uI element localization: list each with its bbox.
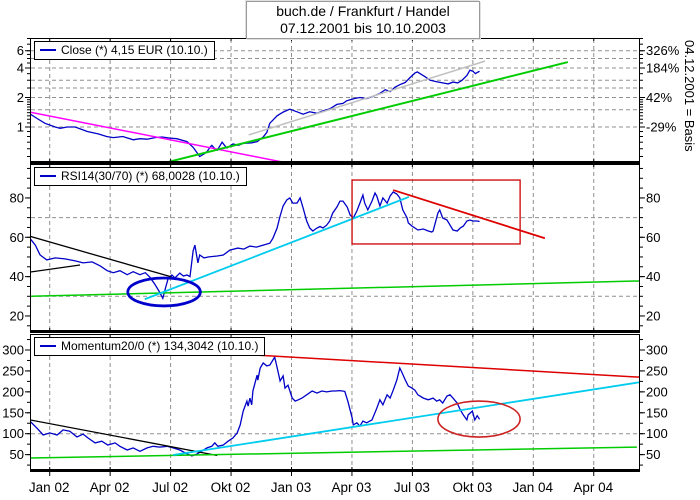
trendline	[172, 381, 640, 456]
legend-momentum-label: Momentum20/0 (*) 134,3042 (10.10.)	[61, 339, 259, 353]
y-axis-label: 300	[646, 343, 668, 358]
annotation-ellipse	[437, 400, 521, 438]
y-axis-label: 40	[10, 269, 24, 284]
chart-title-box: buch.de / Frankfurt / Handel 07.12.2001 …	[246, 1, 480, 39]
y-axis-label: 60	[10, 230, 24, 245]
y-axis-label: 100	[2, 426, 24, 441]
trendline	[254, 354, 640, 378]
x-axis-label: Apr 02	[90, 480, 130, 495]
panel-border	[30, 334, 640, 470]
trendline	[144, 196, 410, 301]
y-axis-label: 300	[2, 343, 24, 358]
x-axis-label: Apr 04	[573, 480, 613, 495]
trendline	[168, 61, 569, 161]
trendline	[30, 280, 640, 298]
panel-border	[30, 164, 640, 331]
y-axis-label: 40	[646, 269, 660, 284]
x-axis-label: Jul 02	[152, 480, 188, 495]
y-axis-label: 80	[10, 190, 24, 205]
y-axis-label: 100	[646, 426, 668, 441]
y-axis-label: -29%	[646, 120, 677, 135]
legend-line-sample-icon	[40, 175, 56, 177]
legend-close: Close (*) 4,15 EUR (10.10.)	[34, 41, 215, 60]
series-close	[30, 69, 480, 158]
y-axis-label: 50	[646, 447, 660, 462]
x-axis-label: Okt 03	[452, 480, 492, 495]
y-axis-label: 150	[646, 405, 668, 420]
y-axis-label: 80	[646, 190, 660, 205]
y-axis-label: 2	[17, 90, 24, 105]
chart-title-line2: 07.12.2001 bis 10.10.2003	[280, 20, 446, 36]
y-axis-label: 1	[17, 120, 24, 135]
trendline	[30, 419, 218, 457]
y-axis-label: 4	[17, 61, 24, 76]
chart-title-line1: buch.de / Frankfurt / Handel	[276, 3, 450, 19]
x-axis-label: Jan 04	[513, 480, 554, 495]
y-axis-label: 20	[646, 308, 660, 323]
x-axis-label: Jan 02	[29, 480, 70, 495]
x-axis-label: Jan 03	[271, 480, 312, 495]
x-axis-label: Apr 03	[332, 480, 372, 495]
series-momentum	[30, 355, 481, 457]
legend-close-label: Close (*) 4,15 EUR (10.10.)	[61, 43, 208, 57]
y-axis-label: 250	[646, 363, 668, 378]
y-axis-label: 6	[17, 43, 24, 58]
legend-rsi-label: RSI14(30/70) (*) 68,0028 (10.10.)	[61, 169, 240, 183]
basis-note: 04.12.2001 = Basis	[682, 40, 697, 152]
trendline	[392, 189, 546, 240]
y-axis-label: 20	[10, 308, 24, 323]
legend-rsi: RSI14(30/70) (*) 68,0028 (10.10.)	[34, 167, 247, 186]
y-axis-label: 50	[10, 447, 24, 462]
legend-line-sample-icon	[40, 345, 56, 347]
y-axis-label: 200	[646, 384, 668, 399]
x-axis-label: Jul 03	[394, 480, 430, 495]
y-axis-label: 200	[2, 384, 24, 399]
trendline	[30, 264, 81, 273]
y-axis-label: 42%	[646, 90, 672, 105]
trendline	[30, 446, 637, 459]
y-axis-label: 250	[2, 363, 24, 378]
x-axis-label: Okt 02	[211, 480, 251, 495]
y-axis-label: 326%	[646, 43, 680, 58]
trendline	[30, 111, 282, 161]
trendline	[248, 60, 486, 136]
y-axis-label: 150	[2, 405, 24, 420]
y-axis-label: 184%	[646, 61, 680, 76]
legend-momentum: Momentum20/0 (*) 134,3042 (10.10.)	[34, 337, 266, 356]
trendline	[30, 235, 173, 278]
legend-line-sample-icon	[40, 49, 56, 51]
annotation-rect	[351, 179, 521, 245]
y-axis-label: 60	[646, 230, 660, 245]
annotation-ellipse	[126, 276, 202, 308]
series-rsi	[30, 191, 480, 301]
